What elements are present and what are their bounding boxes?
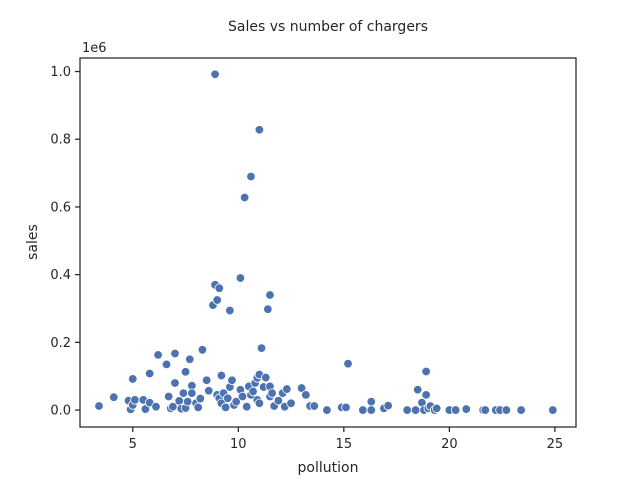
data-point xyxy=(185,354,195,364)
data-point xyxy=(450,405,461,415)
data-point xyxy=(273,395,284,406)
x-tick-label: 10 xyxy=(230,437,247,452)
data-point xyxy=(227,375,237,385)
x-axis-ticks: 5 10 15 20 25 xyxy=(129,427,564,452)
data-point xyxy=(366,396,376,407)
data-point xyxy=(151,401,161,412)
data-point xyxy=(242,401,252,412)
y-axis-ticks: 0.0 0.2 0.4 0.6 0.8 1.0 xyxy=(50,65,80,419)
data-point xyxy=(178,388,189,398)
data-point xyxy=(109,392,119,402)
data-point xyxy=(461,404,471,414)
x-axis-label: pollution xyxy=(298,460,359,476)
data-point xyxy=(180,367,191,377)
data-point xyxy=(432,403,442,414)
data-point xyxy=(140,404,151,414)
x-tick-label: 5 xyxy=(129,437,137,452)
data-point xyxy=(212,295,222,305)
data-point xyxy=(94,401,104,411)
data-point xyxy=(163,391,174,402)
data-point xyxy=(130,395,140,405)
data-point xyxy=(322,405,332,415)
data-point xyxy=(410,405,421,415)
data-point xyxy=(225,305,235,316)
x-tick-label: 20 xyxy=(441,437,458,452)
data-point xyxy=(421,390,431,400)
data-point xyxy=(204,386,214,396)
chart-title: Sales vs number of chargers xyxy=(228,19,428,35)
data-point xyxy=(170,378,180,388)
data-point xyxy=(296,383,307,393)
data-point xyxy=(144,368,155,379)
x-tick-label: 15 xyxy=(336,437,353,452)
data-point xyxy=(214,283,225,293)
data-point xyxy=(309,401,319,411)
data-point xyxy=(220,402,231,413)
data-point xyxy=(237,391,248,402)
data-point xyxy=(170,348,180,359)
data-point xyxy=(174,396,184,406)
data-point xyxy=(366,405,376,415)
data-point xyxy=(235,273,246,283)
y-tick-label: 0.0 xyxy=(50,404,71,419)
data-point xyxy=(153,350,163,360)
y-tick-label: 0.6 xyxy=(50,200,71,215)
data-point xyxy=(210,69,220,79)
data-point xyxy=(261,372,271,383)
data-point xyxy=(193,402,203,413)
y-tick-label: 1.0 xyxy=(50,65,71,80)
data-point xyxy=(128,374,138,384)
plot-area-frame xyxy=(79,57,577,428)
data-point xyxy=(383,400,393,411)
data-point xyxy=(239,192,250,203)
y-axis-offset-label: 1e6 xyxy=(82,41,107,56)
data-point xyxy=(187,388,197,398)
data-point xyxy=(516,405,526,415)
data-point xyxy=(254,125,265,135)
data-point xyxy=(182,396,193,407)
data-point xyxy=(246,171,256,182)
data-point xyxy=(282,384,292,394)
data-point xyxy=(421,366,431,377)
data-point xyxy=(413,385,423,395)
data-point xyxy=(341,402,351,413)
x-tick-label: 25 xyxy=(547,437,564,452)
points-layer xyxy=(94,69,558,415)
data-point xyxy=(216,370,227,381)
data-point xyxy=(265,290,275,300)
data-point xyxy=(548,405,558,415)
data-point xyxy=(201,375,212,385)
data-point xyxy=(197,345,208,355)
data-point xyxy=(301,390,311,400)
data-point xyxy=(231,396,241,407)
data-point xyxy=(286,398,296,409)
data-point xyxy=(501,405,512,415)
data-point xyxy=(263,304,273,314)
y-tick-label: 0.8 xyxy=(50,133,71,148)
data-point xyxy=(480,405,490,415)
data-point xyxy=(248,386,258,397)
y-axis-label: sales xyxy=(25,224,41,260)
data-point xyxy=(343,358,353,369)
data-point xyxy=(223,393,233,403)
data-point xyxy=(267,388,277,398)
y-tick-label: 0.4 xyxy=(50,268,71,283)
data-point xyxy=(254,398,265,409)
data-point xyxy=(161,359,172,370)
data-point xyxy=(358,405,368,415)
data-point xyxy=(195,393,206,404)
data-point xyxy=(256,343,267,353)
data-point xyxy=(402,405,412,415)
y-tick-label: 0.2 xyxy=(50,336,71,351)
